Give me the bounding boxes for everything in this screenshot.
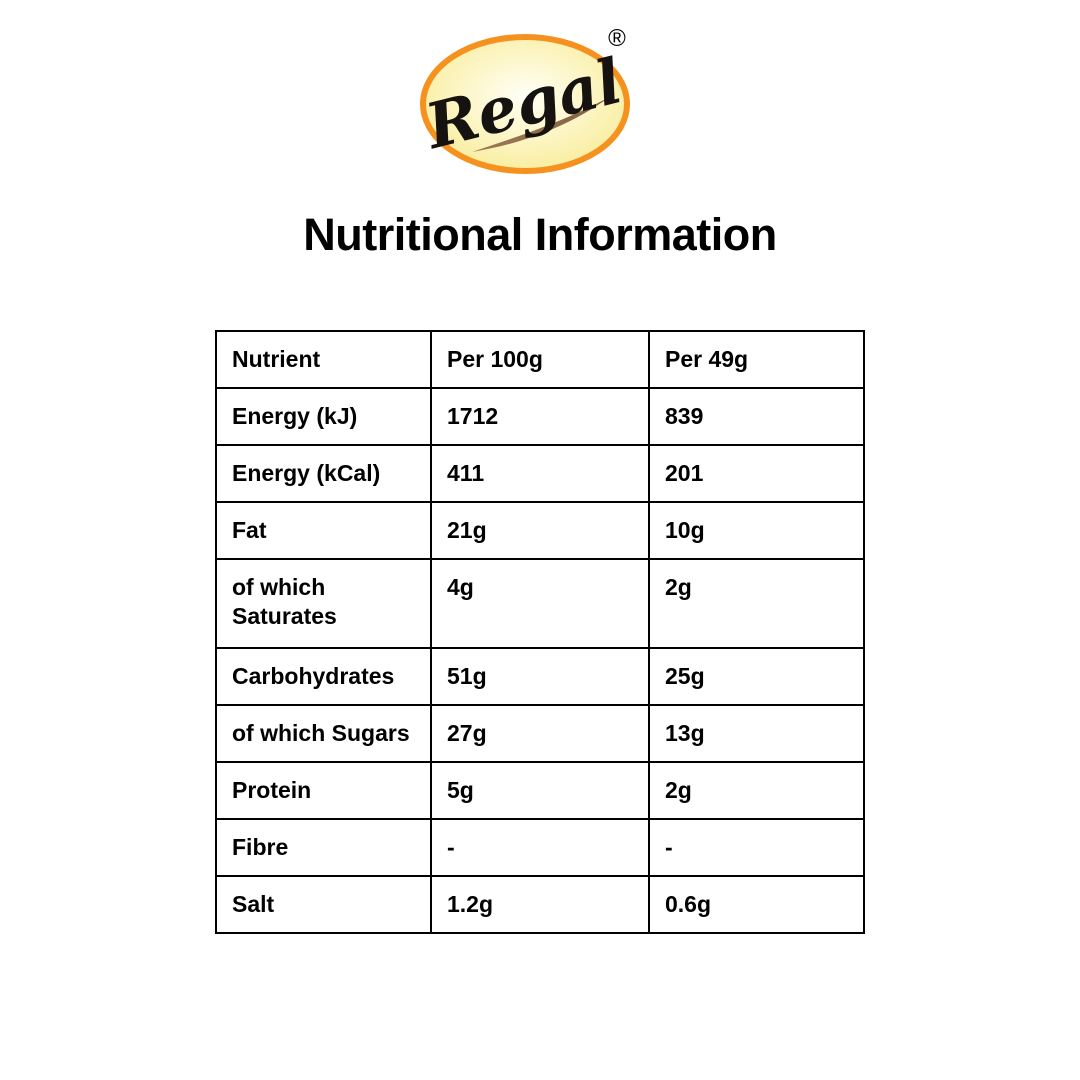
- cell-nutrient: Energy (kJ): [215, 387, 432, 446]
- cell-per-49g: 2g: [648, 558, 865, 649]
- nutrition-table-body: Energy (kJ) 1712 839 Energy (kCal) 411 201 Fat…: [215, 387, 865, 934]
- cell-per-100g: 411: [430, 444, 650, 503]
- page-title: Nutritional Information: [303, 209, 777, 260]
- table-row: Protein 5g 2g: [215, 761, 865, 820]
- cell-per-49g: 0.6g: [648, 875, 865, 934]
- table-row: Fat 21g 10g: [215, 501, 865, 560]
- cell-per-49g: 10g: [648, 501, 865, 560]
- cell-per-49g: 13g: [648, 704, 865, 763]
- cell-per-49g: -: [648, 818, 865, 877]
- table-row: Energy (kCal) 411 201: [215, 444, 865, 503]
- registered-trademark-icon: ®: [608, 25, 626, 52]
- cell-per-100g: 1712: [430, 387, 650, 446]
- cell-per-49g: 2g: [648, 761, 865, 820]
- table-row: Carbohydrates 51g 25g: [215, 647, 865, 706]
- cell-per-100g: 1.2g: [430, 875, 650, 934]
- nutrition-table: Nutrient Per 100g Per 49g Energy (kJ) 171…: [215, 330, 865, 934]
- header-row: Nutrient Per 100g Per 49g: [215, 330, 865, 389]
- cell-per-100g: 21g: [430, 501, 650, 560]
- cell-nutrient: of which Saturates: [215, 558, 432, 649]
- cell-nutrient: Fat: [215, 501, 432, 560]
- cell-nutrient: Salt: [215, 875, 432, 934]
- regal-logo-graphic: Regal ®: [417, 25, 630, 174]
- cell-per-100g: 51g: [430, 647, 650, 706]
- cell-nutrient: Fibre: [215, 818, 432, 877]
- header-nutrient: Nutrient: [215, 330, 432, 389]
- regal-logo: Regal ®: [417, 22, 640, 178]
- nutrition-table-head: Nutrient Per 100g Per 49g: [215, 330, 865, 389]
- table-row: Energy (kJ) 1712 839: [215, 387, 865, 446]
- header-per-49g: Per 49g: [648, 330, 865, 389]
- logo-oval: [420, 34, 630, 174]
- cell-per-49g: 839: [648, 387, 865, 446]
- cell-per-100g: -: [430, 818, 650, 877]
- cell-per-100g: 4g: [430, 558, 650, 649]
- cell-per-49g: 201: [648, 444, 865, 503]
- cell-nutrient: Carbohydrates: [215, 647, 432, 706]
- cell-nutrient: Protein: [215, 761, 432, 820]
- table-row: of which Saturates 4g 2g: [215, 558, 865, 649]
- table-row: of which Sugars 27g 13g: [215, 704, 865, 763]
- header-per-100g: Per 100g: [430, 330, 650, 389]
- cell-per-49g: 25g: [648, 647, 865, 706]
- cell-per-100g: 27g: [430, 704, 650, 763]
- cell-nutrient: Energy (kCal): [215, 444, 432, 503]
- table-row: Fibre - -: [215, 818, 865, 877]
- cell-per-100g: 5g: [430, 761, 650, 820]
- cell-nutrient: of which Sugars: [215, 704, 432, 763]
- table-row: Salt 1.2g 0.6g: [215, 875, 865, 934]
